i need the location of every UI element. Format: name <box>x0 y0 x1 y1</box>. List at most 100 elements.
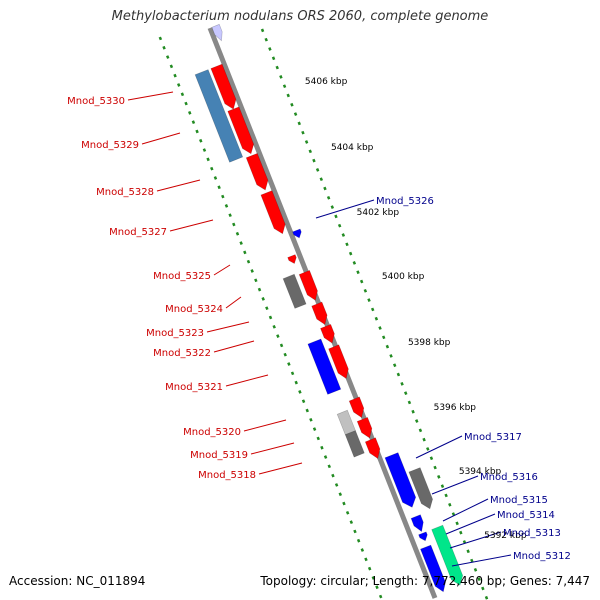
tick-dot <box>353 529 357 534</box>
tick-dot <box>268 315 273 320</box>
gene-callout-line <box>141 132 181 145</box>
tick-dot <box>371 576 376 580</box>
gene-feature <box>292 228 302 239</box>
tick-dot <box>323 455 328 459</box>
tick-dot <box>334 483 339 487</box>
tick-dot <box>188 111 192 115</box>
tick-dot <box>243 250 247 255</box>
gene-callout-line <box>451 554 512 567</box>
tick-dot <box>484 595 489 600</box>
tick-dot <box>381 335 386 340</box>
gene-feature <box>431 524 464 586</box>
tick-dot <box>393 363 397 368</box>
tick-dot <box>283 352 287 357</box>
tick-dot <box>301 130 305 135</box>
tick-dot <box>264 37 268 42</box>
tick-dot <box>232 222 236 227</box>
gene-label: Mnod_5314 <box>497 510 555 521</box>
scale-label: 5402 kbp <box>357 208 400 218</box>
tick-dot <box>279 343 284 348</box>
tick-dot <box>265 306 269 311</box>
tick-dot <box>177 83 181 87</box>
gene-feature <box>298 270 318 301</box>
tick-dot <box>334 214 338 219</box>
gene-callout-line <box>213 264 231 276</box>
gene-callout-line <box>445 513 496 535</box>
tick-dot <box>404 391 408 395</box>
gene-callout-line <box>225 296 242 309</box>
gene-feature <box>210 63 237 110</box>
scale-label: 5400 kbp <box>382 272 425 282</box>
tick-dot <box>448 502 452 507</box>
tick-dot <box>385 344 390 349</box>
gene-feature <box>420 544 446 593</box>
tick-dot <box>356 538 361 543</box>
gene-callout-line <box>442 498 489 522</box>
gene-callout-lines <box>127 91 512 567</box>
gene-label: Mnod_5323 <box>146 328 204 339</box>
tick-dot <box>451 512 456 516</box>
tick-dot <box>276 334 280 338</box>
tick-tracks <box>158 28 489 600</box>
tick-dot <box>250 269 254 273</box>
gene-feature <box>260 190 286 235</box>
gene-label: Mnod_5313 <box>503 528 561 539</box>
tick-dot <box>359 279 364 284</box>
gene-feature <box>356 417 373 439</box>
gene-callout-line <box>225 374 269 387</box>
gene-callout-line <box>415 435 463 459</box>
tick-dot <box>217 185 221 190</box>
gene-callout-line <box>250 442 295 455</box>
tick-dot <box>389 354 393 358</box>
tick-dot <box>309 417 313 422</box>
tick-dot <box>367 566 372 571</box>
tick-dot <box>477 577 481 582</box>
tick-dot <box>315 168 320 172</box>
tick-dot <box>180 92 185 97</box>
tick-dot <box>407 400 412 405</box>
accession-text: Accession: NC_011894 <box>9 574 146 588</box>
tick-dot <box>275 65 279 70</box>
tick-dot <box>422 437 426 442</box>
tick-dot <box>162 45 166 50</box>
gene-feature <box>211 23 223 42</box>
tick-dot <box>455 521 459 526</box>
gene-feature <box>282 273 307 309</box>
tick-dot <box>246 259 251 264</box>
tick-dot <box>342 501 346 506</box>
tick-dot <box>363 288 368 293</box>
tick-dot <box>429 456 434 461</box>
tick-dot <box>272 324 276 329</box>
gene-label: Mnod_5320 <box>183 427 241 438</box>
gene-label: Mnod_5322 <box>153 348 211 359</box>
tick-dot <box>415 419 419 423</box>
gene-label: Mnod_5325 <box>153 271 211 282</box>
topology-text: Topology: circular; Length: 7,772,460 bp… <box>260 574 590 588</box>
tick-dot <box>173 73 177 78</box>
tick-dot <box>261 297 265 301</box>
tick-dot <box>206 157 210 162</box>
tick-dot <box>437 474 441 479</box>
gene-label: Mnod_5326 <box>376 196 434 207</box>
tick-dot <box>271 56 276 61</box>
tick-dot <box>375 585 379 590</box>
tick-dot <box>158 36 163 41</box>
scale-label: 5392 kbp <box>484 531 527 541</box>
tick-dot <box>319 177 324 182</box>
tick-dot <box>199 138 203 143</box>
scale-label: 5394 kbp <box>459 467 502 477</box>
tick-dot <box>257 287 262 292</box>
tick-dot <box>191 120 196 125</box>
tick-dot <box>286 93 290 98</box>
tick-dot <box>338 492 342 497</box>
tick-dot <box>426 447 430 451</box>
gene-label: Mnod_5312 <box>513 551 571 562</box>
gene-callout-line <box>127 91 174 101</box>
tick-dot <box>364 557 368 562</box>
gene-callout-line <box>156 179 201 192</box>
gene-label: Mnod_5327 <box>109 227 167 238</box>
tick-dot <box>210 166 214 171</box>
gene-feature <box>336 409 356 436</box>
tick-dot <box>370 307 375 312</box>
